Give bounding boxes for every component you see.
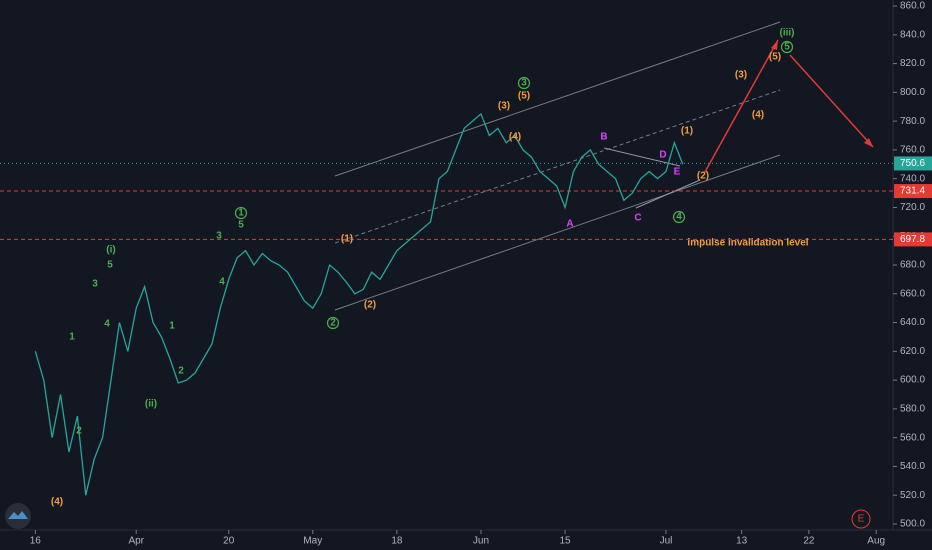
wave-label: 1 bbox=[238, 208, 244, 219]
y-tick-label: 820.0 bbox=[900, 58, 925, 69]
y-tick-label: 720.0 bbox=[900, 202, 925, 213]
wave-label: 4 bbox=[676, 212, 682, 223]
wave-label: B bbox=[600, 132, 607, 143]
wave-label: 2 bbox=[178, 366, 184, 377]
wave-label: 4 bbox=[104, 319, 110, 330]
y-tick-label: 680.0 bbox=[900, 260, 925, 271]
wave-label: (i) bbox=[106, 245, 115, 256]
triangle-lower bbox=[635, 179, 701, 209]
y-tick-label: 560.0 bbox=[900, 432, 925, 443]
x-tick-label: Jun bbox=[473, 536, 489, 547]
wave-circle bbox=[517, 76, 531, 90]
x-tick-label: 20 bbox=[223, 536, 235, 547]
wave-label: 1 bbox=[169, 321, 175, 332]
wave-label: 2 bbox=[330, 318, 336, 329]
wave-label: (iii) bbox=[780, 28, 795, 39]
level-box bbox=[894, 232, 932, 247]
arrow-head bbox=[864, 138, 873, 147]
wave-label: (1) bbox=[681, 126, 693, 137]
last-price-box bbox=[894, 156, 932, 171]
triangle-upper bbox=[603, 147, 681, 167]
x-tick-label: 16 bbox=[30, 536, 42, 547]
badge-circle bbox=[851, 509, 871, 529]
level-label: 697.8 bbox=[900, 234, 925, 245]
y-tick-label: 840.0 bbox=[900, 29, 925, 40]
x-tick-label: Aug bbox=[867, 536, 885, 547]
invalidation-label: impulse invalidation level bbox=[687, 238, 808, 249]
wave-label: (5) bbox=[518, 91, 530, 102]
wave-label: 3 bbox=[216, 231, 222, 242]
y-tick-label: 580.0 bbox=[900, 404, 925, 415]
x-tick-label: Apr bbox=[128, 536, 144, 547]
y-tick-label: 540.0 bbox=[900, 461, 925, 472]
last-price-label: 750.6 bbox=[900, 158, 925, 169]
wave-label: (5) bbox=[769, 52, 781, 63]
channel-upper bbox=[334, 21, 781, 177]
channel-lower bbox=[334, 154, 781, 311]
wave-label: (4) bbox=[752, 110, 764, 121]
x-tick-label: Jul bbox=[660, 536, 673, 547]
y-tick-label: 860.0 bbox=[900, 1, 925, 12]
y-tick-label: 640.0 bbox=[900, 317, 925, 328]
x-tick-label: 13 bbox=[736, 536, 748, 547]
wave-label: (ii) bbox=[145, 399, 157, 410]
x-tick-label: May bbox=[303, 536, 322, 547]
logo bbox=[5, 503, 31, 529]
wave-label: C bbox=[634, 213, 641, 224]
price-line bbox=[34, 112, 684, 496]
arrow-head bbox=[771, 40, 778, 50]
y-tick-label: 500.0 bbox=[900, 519, 925, 530]
wave-circle bbox=[672, 210, 686, 224]
wave-label: 5 bbox=[238, 220, 244, 231]
x-tick-label: 22 bbox=[803, 536, 815, 547]
wave-label: (3) bbox=[735, 70, 747, 81]
y-tick-label: 600.0 bbox=[900, 375, 925, 386]
projection-up bbox=[704, 39, 779, 173]
wave-label: 2 bbox=[76, 426, 82, 437]
y-tick-label: 660.0 bbox=[900, 288, 925, 299]
wave-label: 3 bbox=[92, 279, 98, 290]
wave-label: (4) bbox=[509, 132, 521, 143]
y-tick-label: 620.0 bbox=[900, 346, 925, 357]
wave-label: (1) bbox=[341, 234, 353, 245]
y-tick-label: 800.0 bbox=[900, 87, 925, 98]
projection-down bbox=[789, 54, 874, 148]
wave-circle bbox=[780, 40, 794, 54]
wave-label: 1 bbox=[69, 332, 75, 343]
wave-label: 5 bbox=[107, 260, 113, 271]
wave-label: 5 bbox=[784, 42, 790, 53]
y-tick-label: 740.0 bbox=[900, 173, 925, 184]
wave-circle bbox=[234, 206, 248, 220]
level-box bbox=[894, 184, 932, 199]
level-label: 731.4 bbox=[900, 186, 925, 197]
wave-circle bbox=[326, 316, 340, 330]
wave-label: 3 bbox=[521, 78, 527, 89]
wave-label: (4) bbox=[51, 497, 63, 508]
wave-label: (3) bbox=[498, 101, 510, 112]
wave-label: D bbox=[659, 150, 666, 161]
x-tick-label: 18 bbox=[391, 536, 403, 547]
y-tick-label: 760.0 bbox=[900, 145, 925, 156]
channel-middle bbox=[334, 89, 781, 244]
wave-label: A bbox=[566, 219, 573, 230]
wave-label: E bbox=[674, 167, 681, 178]
x-tick-label: 15 bbox=[559, 536, 571, 547]
wave-label: 4 bbox=[219, 277, 225, 288]
badge-text: E bbox=[858, 514, 865, 525]
y-tick-label: 520.0 bbox=[900, 490, 925, 501]
wave-label: (2) bbox=[697, 171, 709, 182]
y-tick-label: 780.0 bbox=[900, 116, 925, 127]
wave-label: (2) bbox=[364, 300, 376, 311]
